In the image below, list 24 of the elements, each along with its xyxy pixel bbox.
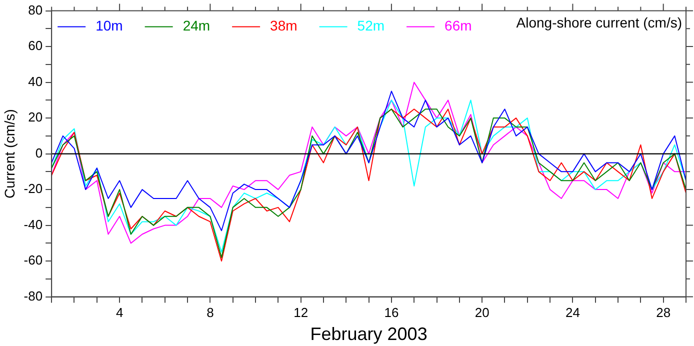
y-tick-label: 40 bbox=[28, 74, 43, 89]
legend-label: 66m bbox=[444, 18, 472, 34]
y-axis-title: Current (cm/s) bbox=[1, 109, 18, 199]
legend-label: 24m bbox=[182, 18, 210, 34]
x-tick-label: 28 bbox=[656, 305, 671, 320]
legend-label: 38m bbox=[270, 18, 298, 34]
y-tick-label: 0 bbox=[35, 145, 43, 160]
chart-title: Along-shore current (cm/s) bbox=[516, 14, 682, 31]
x-axis-title: February 2003 bbox=[310, 324, 428, 344]
y-tick-label: 20 bbox=[28, 110, 43, 125]
y-tick-label: -40 bbox=[24, 216, 43, 232]
y-tick-label: 60 bbox=[28, 38, 43, 54]
legend-label: 52m bbox=[357, 18, 385, 34]
legend-label: 10m bbox=[96, 18, 123, 34]
x-tick-label: 16 bbox=[384, 305, 399, 320]
x-tick-label: 8 bbox=[206, 305, 214, 320]
x-tick-label: 4 bbox=[116, 305, 124, 320]
y-tick-label: -20 bbox=[24, 181, 43, 196]
x-tick-label: 24 bbox=[565, 305, 580, 320]
y-tick-label: 80 bbox=[28, 2, 43, 18]
x-tick-label: 12 bbox=[294, 305, 308, 320]
y-tick-label: -80 bbox=[24, 288, 43, 304]
x-tick-label: 20 bbox=[474, 305, 490, 320]
y-tick-label: -60 bbox=[24, 252, 43, 268]
